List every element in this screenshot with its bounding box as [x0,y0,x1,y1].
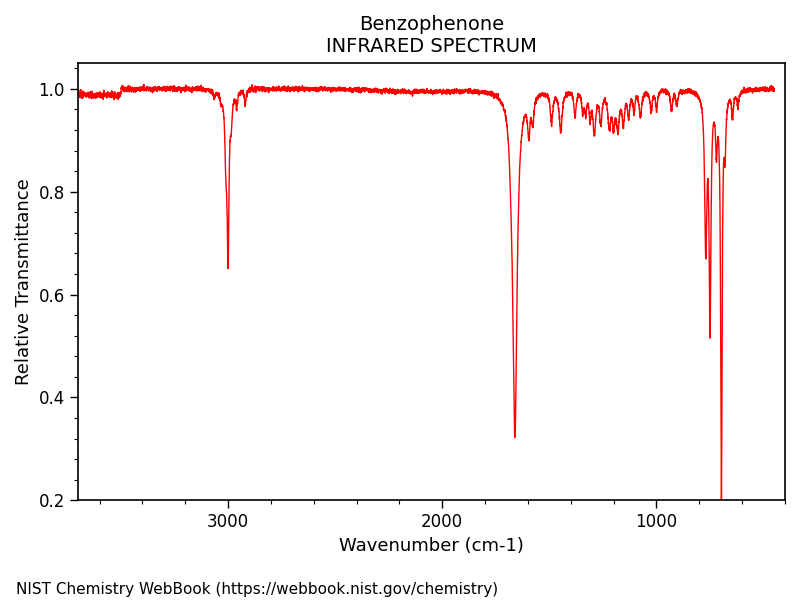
X-axis label: Wavenumber (cm-1): Wavenumber (cm-1) [339,537,524,555]
Title: Benzophenone
INFRARED SPECTRUM: Benzophenone INFRARED SPECTRUM [326,15,537,56]
Y-axis label: Relative Transmittance: Relative Transmittance [15,178,33,385]
Text: NIST Chemistry WebBook (https://webbook.nist.gov/chemistry): NIST Chemistry WebBook (https://webbook.… [16,582,498,597]
